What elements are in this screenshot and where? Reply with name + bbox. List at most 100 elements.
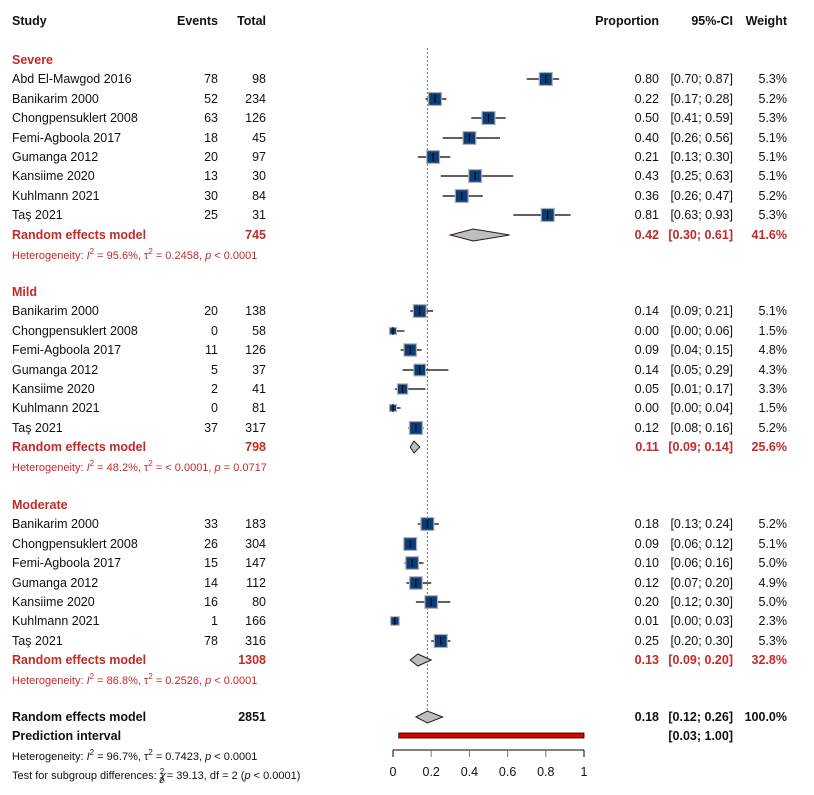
study-marker <box>408 420 424 436</box>
study-total: 84 <box>252 189 266 203</box>
study-marker <box>431 633 451 649</box>
study-proportion: 0.43 <box>635 169 659 183</box>
study-marker <box>402 363 449 377</box>
overall-heterogeneity: Heterogeneity: I2 = 96.7%, τ2 = 0.7423, … <box>12 748 257 763</box>
overall-model-label: Random effects model <box>12 710 146 724</box>
study-ci: [0.13; 0.30] <box>670 150 733 164</box>
study-weight: 4.9% <box>759 576 788 590</box>
study-total: 166 <box>245 614 266 628</box>
study-proportion: 0.22 <box>635 92 659 106</box>
study-proportion: 0.80 <box>635 72 659 86</box>
study-proportion: 0.10 <box>635 556 659 570</box>
study-weight: 5.1% <box>759 169 788 183</box>
x-tick-label: 0.2 <box>423 765 440 779</box>
study-weight: 2.3% <box>759 614 788 628</box>
subgroup-model-ci: [0.09; 0.20] <box>668 653 733 667</box>
study-ci: [0.41; 0.59] <box>670 111 733 125</box>
study-ci: [0.63; 0.93] <box>670 208 733 222</box>
study-total: 45 <box>252 131 266 145</box>
study-ci: [0.12; 0.30] <box>670 595 733 609</box>
study-marker <box>415 595 451 609</box>
study-proportion: 0.40 <box>635 131 659 145</box>
prediction-interval-bar <box>398 732 585 739</box>
study-name: Chongpensuklert 2008 <box>12 537 138 551</box>
study-total: 138 <box>245 304 266 318</box>
study-proportion: 0.12 <box>635 576 659 590</box>
study-total: 234 <box>245 92 266 106</box>
overall-diamond <box>414 710 445 724</box>
study-weight: 4.8% <box>759 343 788 357</box>
study-total: 58 <box>252 324 266 338</box>
x-tick-label: 0.4 <box>461 765 478 779</box>
column-headers: Study Events Total Proportion 95%-CI Wei… <box>12 14 788 28</box>
study-proportion: 0.05 <box>635 382 659 396</box>
study-marker <box>425 91 447 107</box>
study-proportion: 0.14 <box>635 363 659 377</box>
study-events: 25 <box>204 208 218 222</box>
subgroup-diamond <box>409 440 421 454</box>
x-tick-label: 1 <box>581 765 588 779</box>
study-weight: 3.3% <box>759 382 788 396</box>
study-marker <box>417 150 451 164</box>
study-weight: 5.1% <box>759 537 788 551</box>
study-total: 126 <box>245 111 266 125</box>
study-name: Taş 2021 <box>12 634 63 648</box>
study-proportion: 0.25 <box>635 634 659 648</box>
study-total: 41 <box>252 382 266 396</box>
overall-model-proportion: 0.18 <box>635 710 659 724</box>
study-weight: 5.1% <box>759 304 788 318</box>
study-total: 37 <box>252 363 266 377</box>
study-ci: [0.25; 0.63] <box>670 169 733 183</box>
x-tick-label: 0.6 <box>499 765 516 779</box>
study-total: 80 <box>252 595 266 609</box>
study-name: Banikarim 2000 <box>12 517 99 531</box>
study-total: 304 <box>245 537 266 551</box>
study-marker <box>388 326 405 336</box>
study-proportion: 0.01 <box>635 614 659 628</box>
study-ci: [0.17; 0.28] <box>670 92 733 106</box>
subgroup-diamond <box>409 653 433 667</box>
header-study: Study <box>12 14 47 28</box>
subgroup-model-proportion: 0.11 <box>635 440 659 454</box>
study-weight: 4.3% <box>759 363 788 377</box>
subgroup-model-proportion: 0.13 <box>635 653 659 667</box>
study-total: 317 <box>245 421 266 435</box>
study-ci: [0.04; 0.15] <box>670 343 733 357</box>
study-total: 112 <box>246 576 266 590</box>
study-events: 26 <box>204 537 218 551</box>
study-events: 0 <box>211 401 218 415</box>
study-total: 98 <box>252 72 266 86</box>
study-weight: 1.5% <box>759 401 788 415</box>
subgroup-model-ci: [0.09; 0.14] <box>668 440 733 454</box>
study-ci: [0.00; 0.04] <box>670 401 733 415</box>
subgroup-model-weight: 41.6% <box>752 228 787 242</box>
study-total: 147 <box>245 556 266 570</box>
study-marker <box>406 576 432 590</box>
study-marker <box>526 71 560 87</box>
subgroup-model-weight: 32.8% <box>752 653 787 667</box>
study-name: Chongpensuklert 2008 <box>12 111 138 125</box>
study-events: 78 <box>204 72 218 86</box>
study-events: 1 <box>211 614 218 628</box>
header-weight: Weight <box>746 14 788 28</box>
study-marker <box>513 207 571 223</box>
subgroup-label-mild: Mild <box>12 285 37 299</box>
study-weight: 5.1% <box>759 150 788 164</box>
study-name: Banikarim 2000 <box>12 304 99 318</box>
subgroup-model-label: Random effects model <box>12 653 146 667</box>
header-proportion: Proportion <box>595 14 659 28</box>
subgroup-label-severe: Severe <box>12 53 53 67</box>
study-name: Kansiime 2020 <box>12 382 95 396</box>
subgroup-heterogeneity: Heterogeneity: I2 = 48.2%, τ2 = < 0.0001… <box>12 459 267 474</box>
study-events: 20 <box>204 150 218 164</box>
subgroup-model-total: 745 <box>245 228 266 242</box>
study-ci: [0.26; 0.56] <box>670 131 733 145</box>
study-proportion: 0.20 <box>635 595 659 609</box>
study-ci: [0.06; 0.16] <box>670 556 733 570</box>
study-marker <box>394 383 426 395</box>
study-name: Kansiime 2020 <box>12 169 95 183</box>
study-marker <box>442 131 500 145</box>
study-events: 14 <box>204 576 218 590</box>
subgroup-model-proportion: 0.42 <box>635 228 659 242</box>
study-total: 97 <box>252 150 266 164</box>
